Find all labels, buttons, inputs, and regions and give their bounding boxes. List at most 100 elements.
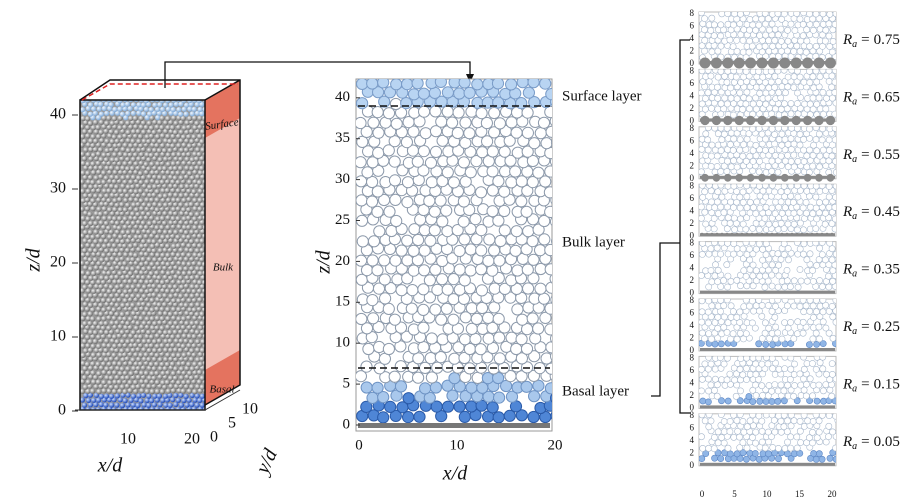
particle [699, 366, 705, 373]
y-tick-label: 2 [690, 390, 695, 400]
x-tick-label: 0 [355, 437, 363, 453]
particle [159, 224, 165, 231]
particle [453, 87, 466, 100]
particle [96, 352, 102, 358]
particle [723, 126, 731, 132]
particle [178, 101, 184, 107]
particle [95, 142, 101, 148]
particle [200, 174, 205, 180]
particle [755, 299, 763, 304]
particle [163, 128, 169, 134]
particle [130, 174, 137, 180]
particle [194, 201, 200, 208]
particle [191, 106, 197, 112]
particle [160, 197, 166, 203]
particle [130, 319, 137, 325]
particle [800, 386, 808, 394]
particle [92, 110, 98, 116]
particle [119, 311, 125, 317]
particle [550, 217, 552, 227]
particle [832, 193, 836, 201]
particle [173, 110, 179, 116]
particle [96, 251, 102, 257]
particle [802, 392, 810, 400]
particle [120, 229, 126, 235]
particle [109, 201, 115, 207]
particle [713, 392, 721, 400]
particle [515, 370, 528, 383]
particle [112, 370, 118, 376]
value: 0.65 [874, 90, 900, 106]
particle [727, 302, 735, 310]
particle [736, 433, 743, 441]
particle [184, 247, 190, 253]
particle [828, 72, 836, 80]
particle [90, 125, 96, 131]
particle [91, 270, 97, 277]
particle [423, 291, 436, 304]
particle [114, 138, 120, 144]
particle [492, 214, 505, 227]
particle [159, 306, 165, 312]
particle [180, 252, 186, 258]
particle [80, 160, 86, 166]
particle [171, 352, 177, 358]
particle [717, 318, 725, 325]
particle [749, 78, 757, 86]
particle [114, 202, 120, 208]
axis-label: z/d [23, 247, 45, 272]
particle [749, 126, 756, 133]
particle [752, 141, 760, 149]
particle [832, 184, 836, 190]
particle [194, 292, 201, 298]
y-tick-label: 8 [690, 295, 695, 305]
particle [173, 192, 179, 198]
particle [160, 252, 166, 258]
particle [186, 333, 192, 339]
particle [718, 241, 726, 247]
particle [708, 14, 716, 22]
particle [178, 247, 184, 253]
particle [819, 283, 826, 291]
particle [141, 293, 147, 299]
particle [141, 228, 147, 234]
case-label: Ra = 0.25 [842, 319, 900, 337]
particle [503, 409, 516, 422]
particle [521, 184, 534, 197]
particle [528, 137, 541, 150]
particle [98, 165, 104, 171]
particle [127, 316, 133, 322]
particle [154, 352, 160, 358]
value: 0.35 [874, 262, 900, 278]
particle [793, 433, 801, 441]
particle [708, 152, 715, 160]
particle [98, 320, 105, 327]
particle [165, 170, 171, 176]
particle [93, 302, 99, 308]
particle [87, 257, 93, 263]
particle [100, 297, 107, 303]
particle [723, 299, 731, 304]
particle [425, 176, 438, 189]
particle [739, 106, 746, 113]
particle [133, 124, 139, 130]
particle [550, 411, 552, 420]
particle [373, 225, 386, 238]
particle [135, 257, 142, 263]
particle [423, 194, 436, 207]
y-tick-label: 6 [690, 193, 695, 203]
particle [714, 278, 721, 285]
particle [107, 133, 113, 139]
particle [106, 188, 112, 194]
particle [83, 293, 89, 299]
particle [733, 450, 741, 458]
particle [726, 219, 734, 227]
particle [451, 126, 464, 140]
z-tick-label: 0 [58, 402, 66, 419]
particle [128, 143, 134, 149]
particle [175, 188, 181, 194]
particle [178, 156, 184, 162]
symbol: R [842, 262, 852, 278]
particle [447, 313, 460, 326]
particle [117, 207, 123, 213]
